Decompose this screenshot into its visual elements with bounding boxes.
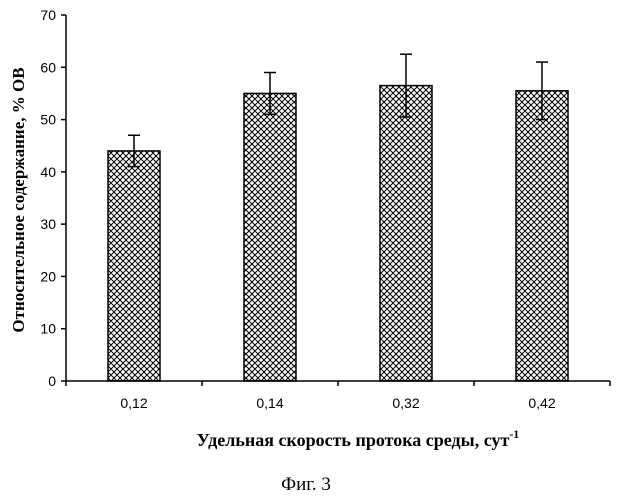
bars-layer bbox=[108, 86, 568, 381]
x-ticks: 0,12 0,14 0,32 0,42 bbox=[66, 381, 610, 411]
bar bbox=[244, 93, 296, 381]
bar bbox=[380, 86, 432, 381]
y-tick-label: 0 bbox=[48, 373, 56, 389]
x-axis-label: Удельная скорость протока среды, сут-1 bbox=[197, 427, 520, 450]
y-tick-label: 10 bbox=[40, 321, 56, 337]
x-tick-label: 0,12 bbox=[120, 395, 147, 411]
y-ticks: 0 10 20 30 40 50 60 70 bbox=[40, 7, 66, 389]
y-tick-label: 40 bbox=[40, 164, 56, 180]
y-tick-label: 20 bbox=[40, 268, 56, 284]
figure-caption: Фиг. 3 bbox=[281, 474, 331, 495]
bar bbox=[108, 151, 160, 381]
x-tick-label: 0,32 bbox=[392, 395, 419, 411]
error-bars-layer bbox=[128, 54, 548, 166]
x-axis-label-text: Удельная скорость протока среды, сут bbox=[197, 430, 510, 450]
y-tick-label: 30 bbox=[40, 216, 56, 232]
x-tick-label: 0,42 bbox=[528, 395, 555, 411]
x-tick-label: 0,14 bbox=[256, 395, 283, 411]
x-axis-label-superscript: -1 bbox=[509, 427, 519, 441]
bar bbox=[516, 91, 568, 381]
y-tick-label: 50 bbox=[40, 112, 56, 128]
y-axis-label: Относительное содержание, % ОВ bbox=[9, 67, 28, 332]
y-tick-label: 60 bbox=[40, 59, 56, 75]
y-tick-label: 70 bbox=[40, 7, 56, 23]
